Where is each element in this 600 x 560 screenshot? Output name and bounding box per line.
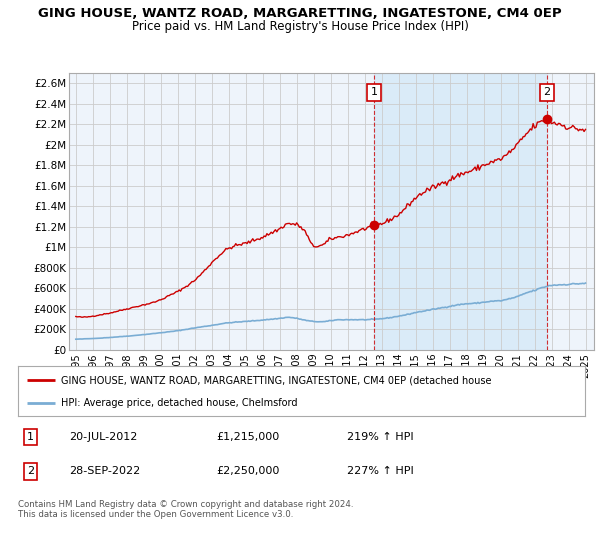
Text: HPI: Average price, detached house, Chelmsford: HPI: Average price, detached house, Chel… <box>61 398 297 408</box>
Text: Contains HM Land Registry data © Crown copyright and database right 2024.
This d: Contains HM Land Registry data © Crown c… <box>18 500 353 519</box>
Bar <box>374 73 547 350</box>
Text: £2,250,000: £2,250,000 <box>217 466 280 477</box>
Text: Price paid vs. HM Land Registry's House Price Index (HPI): Price paid vs. HM Land Registry's House … <box>131 20 469 32</box>
Text: 227% ↑ HPI: 227% ↑ HPI <box>347 466 413 477</box>
Text: 2: 2 <box>544 87 550 97</box>
Text: 219% ↑ HPI: 219% ↑ HPI <box>347 432 413 442</box>
Text: 20-JUL-2012: 20-JUL-2012 <box>69 432 137 442</box>
Text: 28-SEP-2022: 28-SEP-2022 <box>69 466 140 477</box>
Text: 1: 1 <box>27 432 34 442</box>
Text: £1,215,000: £1,215,000 <box>217 432 280 442</box>
Text: GING HOUSE, WANTZ ROAD, MARGARETTING, INGATESTONE, CM4 0EP: GING HOUSE, WANTZ ROAD, MARGARETTING, IN… <box>38 7 562 20</box>
Text: 2: 2 <box>27 466 34 477</box>
Text: GING HOUSE, WANTZ ROAD, MARGARETTING, INGATESTONE, CM4 0EP (detached house: GING HOUSE, WANTZ ROAD, MARGARETTING, IN… <box>61 375 491 385</box>
Text: 1: 1 <box>370 87 377 97</box>
